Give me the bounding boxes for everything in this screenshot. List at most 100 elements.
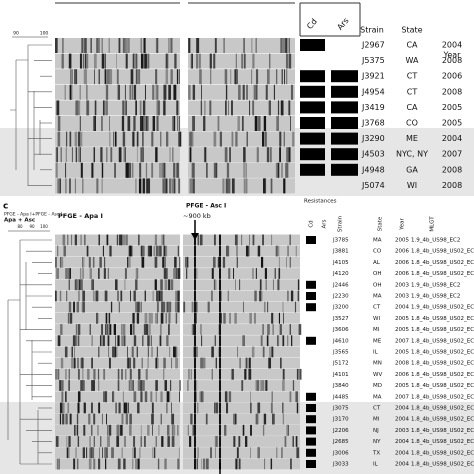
gel-band	[95, 290, 99, 302]
gel-band	[241, 53, 244, 69]
gel-band	[270, 402, 273, 414]
gel-band	[243, 162, 245, 178]
gel-band	[270, 147, 272, 163]
gel-band	[107, 69, 110, 85]
gel-band	[170, 380, 172, 391]
gel-band	[141, 256, 145, 268]
gel-band	[139, 162, 142, 178]
gel-band	[152, 116, 156, 131]
gel-band	[160, 290, 163, 302]
gel-band	[169, 391, 171, 403]
gel-band	[158, 424, 160, 436]
gel-band	[196, 458, 198, 470]
year: 2008	[442, 165, 462, 174]
gel-band	[282, 402, 284, 414]
gel-band	[106, 413, 108, 425]
gel-band	[116, 234, 119, 246]
gel-band	[201, 357, 204, 369]
gel-band	[147, 53, 150, 69]
ars-mark	[331, 85, 358, 98]
gel-band	[90, 38, 92, 53]
gel-band	[219, 346, 221, 358]
gel-band	[142, 335, 144, 347]
strain: J4954	[361, 87, 385, 96]
gel-band	[96, 312, 99, 324]
gel-band	[76, 301, 80, 313]
state: CA	[406, 103, 418, 112]
gel-band	[194, 346, 196, 358]
gel-band	[93, 368, 95, 380]
gel-band	[264, 131, 267, 147]
gel-band	[67, 234, 69, 246]
gel-band	[177, 424, 179, 436]
gel-band	[163, 162, 166, 178]
gel-band	[257, 447, 260, 459]
strain: J4503	[361, 150, 385, 159]
gel-lane	[188, 178, 295, 194]
gel-band	[55, 290, 57, 302]
gel-band	[229, 312, 231, 324]
gel-band	[103, 268, 106, 279]
ars-mark	[331, 117, 358, 129]
gel-band	[262, 234, 264, 246]
gel-band	[259, 290, 261, 302]
gel-band	[57, 116, 61, 131]
gel-band	[163, 357, 166, 369]
gel-band	[290, 290, 294, 302]
gel-band	[69, 131, 72, 147]
gel-band	[276, 116, 279, 131]
gel-band	[138, 368, 141, 380]
gel-band	[73, 458, 76, 470]
gel-band	[252, 234, 255, 246]
gel-band	[179, 69, 180, 85]
gel-band	[109, 116, 110, 131]
gel-band	[169, 346, 171, 358]
gel-band	[156, 312, 158, 324]
year: 2005	[395, 316, 409, 322]
gel-band	[145, 53, 148, 69]
gel-band	[157, 38, 159, 53]
state: CA	[406, 41, 418, 50]
gel-band	[160, 312, 164, 324]
gel-band	[289, 53, 291, 69]
gel-lane	[55, 346, 180, 358]
gel-band	[104, 256, 106, 268]
state: MN	[373, 361, 382, 367]
gel-band	[255, 413, 257, 425]
gel-band	[296, 402, 299, 414]
gel-band	[140, 38, 143, 53]
gel-band	[190, 53, 193, 69]
year: 2008	[442, 181, 462, 190]
gel-band	[88, 256, 91, 268]
gel-band	[282, 380, 285, 391]
gel-band	[213, 162, 216, 178]
gel-band	[285, 38, 288, 53]
gel-band	[120, 424, 123, 436]
gel-band	[86, 100, 89, 116]
gel-lane	[55, 458, 180, 470]
gel-band	[138, 234, 140, 246]
gel-band	[201, 100, 203, 116]
gel-band	[170, 69, 173, 85]
gel-band	[179, 256, 181, 268]
gel-band	[129, 162, 132, 178]
gel-band	[91, 447, 95, 459]
gel-band	[61, 391, 64, 403]
gel-band	[209, 53, 212, 69]
gel-band	[166, 402, 168, 414]
gel-band	[133, 290, 136, 302]
gel-band	[97, 368, 100, 380]
gel-band	[136, 131, 138, 147]
gel-band	[223, 38, 225, 53]
gel-band	[242, 424, 245, 436]
gel-band	[257, 402, 261, 414]
gel-band	[244, 147, 246, 163]
gel-band	[155, 436, 158, 447]
gel-lane	[188, 116, 295, 131]
gel-band	[251, 38, 253, 53]
gel-band	[191, 53, 193, 69]
gel-band	[296, 447, 300, 459]
gel-band	[82, 290, 86, 302]
gel-band	[211, 268, 214, 279]
cd-mark	[306, 404, 316, 412]
